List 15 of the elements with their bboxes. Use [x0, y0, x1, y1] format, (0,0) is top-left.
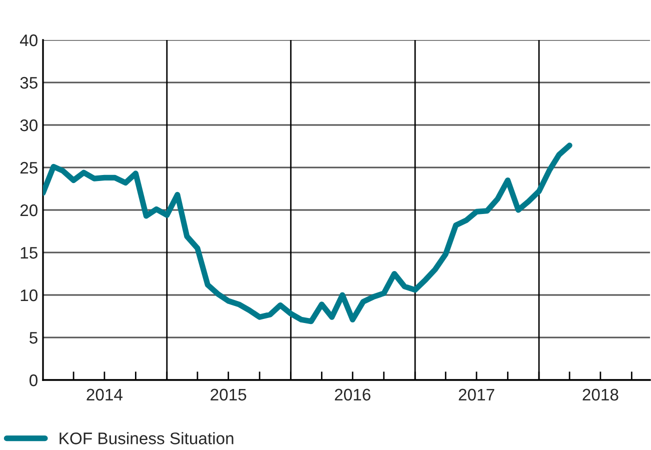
y-tick-label: 35	[20, 76, 38, 89]
y-tick-label: 15	[20, 247, 38, 259]
y-tick-label: 40	[20, 34, 38, 46]
y-tick-label: 30	[20, 119, 38, 132]
x-tick-label: 2016	[334, 388, 370, 401]
y-tick-label: 25	[20, 162, 38, 174]
y-tick-label: 5	[30, 332, 38, 344]
y-tick-label: 10	[20, 289, 38, 302]
x-tick-label: 2018	[582, 388, 618, 401]
x-tick-label: 2017	[458, 388, 494, 401]
x-tick-label: 2014	[86, 388, 122, 401]
y-tick-label: 20	[20, 204, 38, 216]
legend-label: KOF Business Situation	[60, 432, 234, 444]
y-tick-label: 0	[30, 374, 38, 386]
x-tick-label: 2015	[210, 388, 246, 401]
